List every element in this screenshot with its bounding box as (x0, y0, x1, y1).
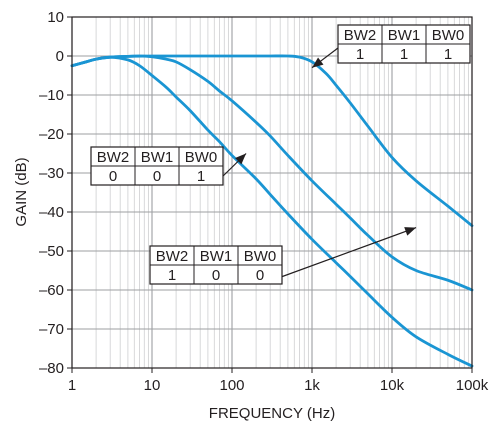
x-tick-label: 1k (304, 377, 320, 394)
y-tick-label: –60 (39, 282, 64, 299)
x-tick-label: 10k (380, 377, 405, 394)
y-tick-label: –70 (39, 321, 64, 338)
callout-header-cell: BW1 (141, 149, 174, 166)
x-tick-label: 100 (219, 377, 244, 394)
y-tick-label: –50 (39, 243, 64, 260)
series-line-2 (70, 54, 474, 292)
callout-header-cell: BW0 (185, 149, 218, 166)
y-tick-label: –30 (39, 165, 64, 182)
tick-marks (67, 16, 473, 373)
major-grid (71, 16, 473, 369)
callout-header-cell: BW2 (97, 149, 130, 166)
y-tick-labels: 10 0 –10 –20 –30 –40 –50 –60 –70 –80 (39, 9, 64, 377)
callout-arrowhead (235, 153, 247, 165)
callout-header-cell: BW2 (156, 248, 189, 265)
bandwidth-callout-3: BW2 BW1 BW0 1 0 0 (149, 227, 417, 285)
plot-frame (71, 16, 473, 369)
series-line-1 (70, 54, 474, 228)
callout-value-cell: 0 (256, 267, 264, 284)
series-line-3 (70, 55, 474, 368)
callout-header-cell: BW1 (200, 248, 233, 265)
x-tick-label: 100k (456, 377, 489, 394)
y-axis-title: GAIN (dB) (13, 157, 30, 226)
callout-value-cell: 0 (109, 168, 117, 185)
callout-header-cell: BW0 (432, 27, 465, 44)
y-tick-label: –20 (39, 126, 64, 143)
x-tick-label: 10 (144, 377, 161, 394)
callout-value-cell: 0 (153, 168, 161, 185)
y-tick-label: –10 (39, 87, 64, 104)
bandwidth-callout-1: BW2 BW1 BW0 1 1 1 (311, 24, 471, 69)
callout-pointer-line (280, 227, 417, 278)
callout-header-cell: BW2 (344, 27, 377, 44)
bandwidth-callout-2: BW2 BW1 BW0 0 0 1 (90, 146, 247, 186)
callout-value-cell: 1 (197, 168, 205, 185)
minor-grid (95, 17, 469, 368)
series-layer (70, 54, 474, 368)
callout-header-cell: BW0 (244, 248, 277, 265)
callout-value-cell: 1 (356, 46, 364, 63)
callout-value-cell: 1 (400, 46, 408, 63)
x-tick-labels: 1 10 100 1k 10k 100k (68, 377, 489, 394)
x-tick-label: 1 (68, 377, 76, 394)
callout-arrowhead (404, 227, 417, 236)
callout-value-cell: 1 (444, 46, 452, 63)
y-tick-label: –80 (39, 360, 64, 377)
callout-arrowhead (312, 57, 324, 68)
y-tick-label: 10 (47, 9, 64, 26)
callout-value-cell: 1 (168, 267, 176, 284)
y-tick-label: 0 (56, 48, 64, 65)
y-tick-label: –40 (39, 204, 64, 221)
x-axis-title: FREQUENCY (Hz) (209, 405, 335, 422)
callout-header-cell: BW1 (388, 27, 421, 44)
callout-layer: BW2 BW1 BW0 1 1 1 BW2 BW1 BW0 0 0 1 BW2 BW1 BW0 1 0 0 (90, 24, 471, 285)
callout-value-cell: 0 (212, 267, 220, 284)
